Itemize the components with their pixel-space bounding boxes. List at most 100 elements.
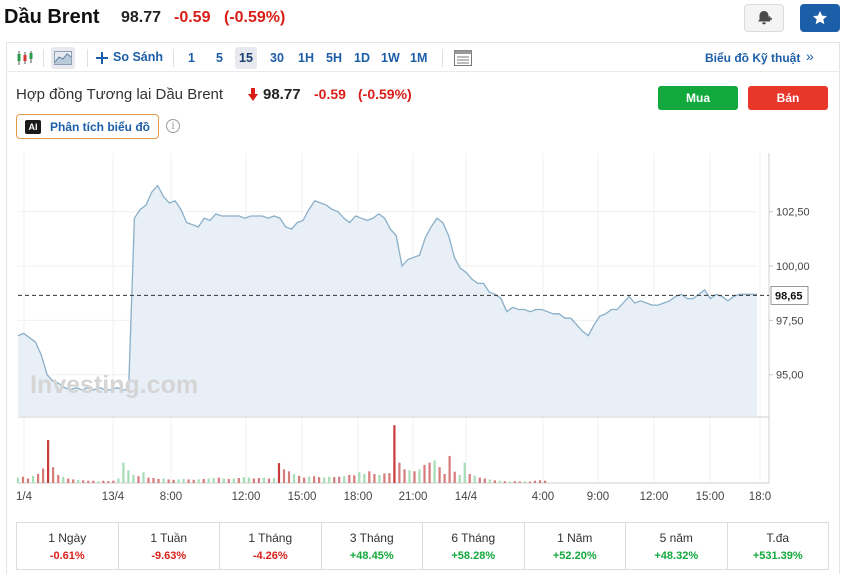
volume-bar <box>122 462 125 483</box>
volume-bar <box>147 477 150 483</box>
performance-cell: T.đa +531.39% <box>728 523 829 569</box>
volume-bar <box>237 478 240 483</box>
interval-1h[interactable]: 1H <box>298 51 314 65</box>
add-to-watchlist-button[interactable] <box>800 4 840 32</box>
volume-bar <box>413 471 416 483</box>
volume-bar <box>473 475 476 483</box>
x-tick-label: 12:00 <box>232 491 261 503</box>
candlestick-chart-button[interactable] <box>14 47 36 69</box>
sell-button[interactable]: Bán <box>748 86 828 110</box>
interval-15[interactable]: 15 <box>235 47 257 69</box>
performance-period-label: 1 Tuần <box>150 530 188 545</box>
performance-cell: 1 Năm +52.20% <box>525 523 626 569</box>
toolbar-divider <box>87 49 88 67</box>
interval-5[interactable]: 5 <box>216 51 223 65</box>
x-axis-labels: 1/4 13/4 8:00 12:00 15:00 18:00 21:00 14/4 4:00 9… <box>16 491 771 503</box>
plus-icon <box>96 52 108 64</box>
volume-bar <box>172 479 175 483</box>
top-price: 98.77 <box>121 9 162 26</box>
volume-bar <box>37 474 40 483</box>
volume-bar <box>242 477 245 483</box>
x-tick-label: 13/4 <box>102 491 125 503</box>
area-chart-button[interactable] <box>51 47 75 69</box>
volume-bar <box>167 479 170 483</box>
price-area <box>17 184 757 416</box>
table-view-button[interactable] <box>452 47 474 69</box>
chart-title-price: 98.77 <box>263 86 301 103</box>
buy-button[interactable]: Mua <box>658 86 738 110</box>
volume-bar <box>438 467 441 483</box>
volume-bar <box>478 477 481 483</box>
compare-plus-button[interactable] <box>95 47 109 69</box>
arrow-down-icon <box>248 88 258 101</box>
volume-bar <box>303 477 306 483</box>
x-tick-label: 14/4 <box>455 491 478 503</box>
technical-chart-link[interactable]: Biểu đồ Kỹ thuật <box>705 51 801 65</box>
volume-bar <box>87 480 90 483</box>
volume-bar <box>298 475 301 483</box>
volume-bar <box>57 474 60 483</box>
volume-bar <box>217 477 220 483</box>
volume-bar <box>323 477 326 483</box>
volume-bar <box>182 478 185 483</box>
performance-cell: 1 Tháng -4.26% <box>220 523 322 569</box>
volume-bar <box>333 477 336 483</box>
performance-table: 1 Ngày -0.61% 1 Tuần -9.63% 1 Tháng -4.26% 3 T… <box>16 522 829 570</box>
performance-value: -0.61% <box>49 549 85 562</box>
x-tick-label: 18:0 <box>749 491 771 503</box>
top-change: -0.59 <box>174 9 211 26</box>
volume-bar <box>398 462 401 483</box>
ai-analysis-label: Phân tích biểu đồ <box>50 119 151 134</box>
volume-bar <box>262 477 265 483</box>
interval-1d[interactable]: 1D <box>354 51 370 65</box>
volume-bar <box>197 479 200 483</box>
bell-plus-icon <box>758 11 772 25</box>
volume-bar <box>47 440 50 483</box>
y-tick-label: 100,00 <box>776 261 810 273</box>
info-icon[interactable]: i <box>166 119 180 133</box>
volume-bar <box>137 476 140 483</box>
volume-bar <box>16 477 20 483</box>
x-tick-label: 21:00 <box>399 491 428 503</box>
interval-1[interactable]: 1 <box>188 51 195 65</box>
volume-bar <box>97 481 100 483</box>
performance-cell: 1 Tuần -9.63% <box>119 523 220 569</box>
volume-bar <box>308 476 311 483</box>
volume-bar <box>508 481 511 483</box>
volume-bar <box>483 478 486 483</box>
create-alert-button[interactable] <box>744 4 784 32</box>
chart-title-change: -0.59 <box>314 86 346 102</box>
volume-bar <box>232 478 235 483</box>
volume-bar <box>112 480 115 483</box>
volume-bar <box>503 481 506 483</box>
volume-bar <box>363 474 366 483</box>
volume-bar <box>433 460 436 483</box>
interval-5h[interactable]: 5H <box>326 51 342 65</box>
volume-bar <box>117 478 120 483</box>
volume-bar <box>528 481 531 483</box>
volume-bar <box>338 476 341 483</box>
volume-bar <box>353 475 356 483</box>
volume-bar <box>272 478 276 483</box>
toolbar-divider <box>43 49 44 67</box>
volume-bar <box>207 478 210 483</box>
volume-bar <box>142 472 145 483</box>
performance-cell: 6 Tháng +58.28% <box>423 523 525 569</box>
volume-bar <box>428 462 431 483</box>
volume-bar <box>358 472 361 483</box>
chevron-right-double-icon[interactable]: » <box>806 48 814 64</box>
compare-button[interactable]: So Sánh <box>113 50 164 64</box>
interval-1m[interactable]: 1M <box>410 51 428 65</box>
volume-bar <box>533 480 537 483</box>
volume-bar <box>202 478 205 483</box>
volume-bar <box>313 476 316 483</box>
interval-30[interactable]: 30 <box>270 51 284 65</box>
ai-badge-icon: AI <box>25 119 41 134</box>
volume-bar <box>177 479 180 483</box>
ai-chart-analysis-button[interactable]: AI Phân tích biểu đồ <box>16 114 159 139</box>
interval-1w[interactable]: 1W <box>381 51 400 65</box>
volume-bar <box>42 468 45 483</box>
top-header: Dầu Brent 98.77 -0.59 (-0.59%) <box>0 0 845 40</box>
volume-bar <box>52 467 55 483</box>
